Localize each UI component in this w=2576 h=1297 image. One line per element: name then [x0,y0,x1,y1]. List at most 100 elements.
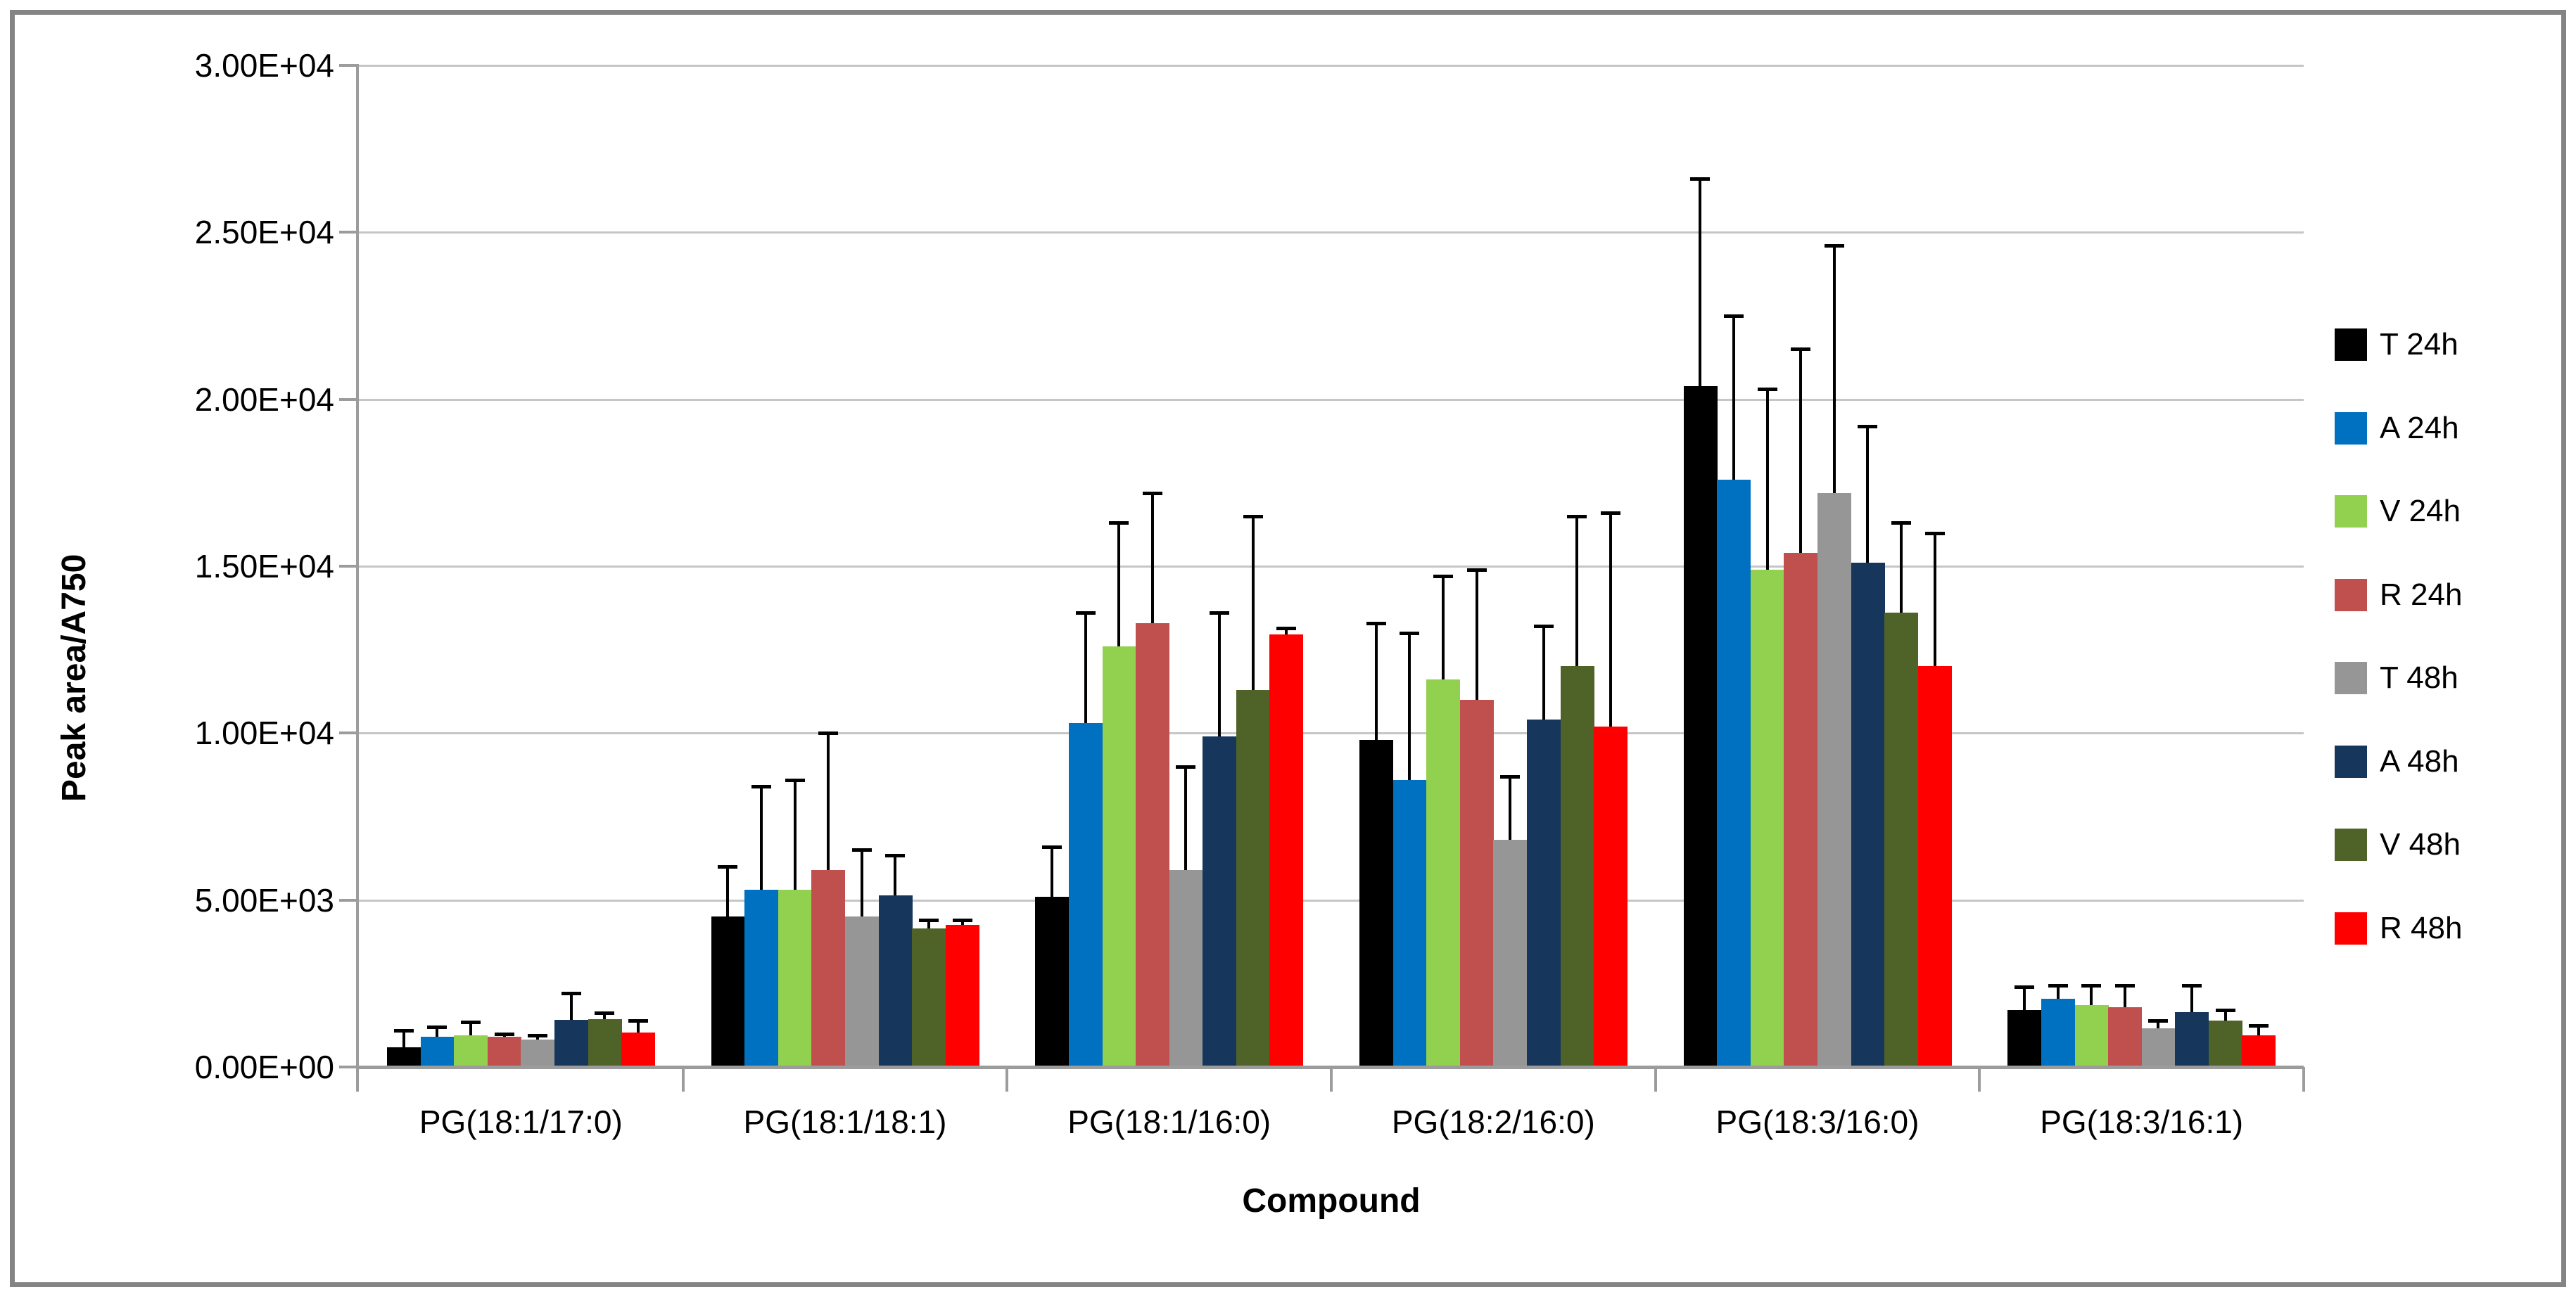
error-bar-stem [2090,985,2093,1006]
bar-T48h-6 [2141,1028,2176,1067]
error-bar-stem [1575,516,1579,667]
error-bar-cap [952,919,972,923]
error-bar-stem [1899,523,1903,613]
error-bar-stem [1374,622,1378,740]
error-bar-cap [1243,514,1263,518]
error-bar-cap [1109,521,1129,525]
error-bar-stem [2123,985,2126,1007]
bar-V24h-5 [1750,569,1784,1067]
x-tick-label: PG(18:3/16:0) [1715,1104,1920,1140]
bar-V24h-4 [1426,679,1461,1067]
legend-swatch [2335,912,2367,945]
error-bar-stem [1609,513,1612,727]
x-tick-mark [1005,1067,1009,1092]
error-bar-cap [1042,845,1062,849]
error-bar-cap [1276,626,1297,630]
bar-V48h-1 [588,1019,622,1067]
error-bar-stem [469,1021,472,1035]
legend-item-V24h: V 24h [2335,492,2560,531]
error-bar-cap [2215,1009,2235,1013]
error-bar-stem [894,855,897,895]
x-tick-label: PG(18:1/18:1) [743,1104,947,1140]
error-bar-stem [402,1030,405,1047]
legend-label: R 24h [2380,577,2463,612]
error-bar-stem [1441,576,1445,680]
gridline [359,566,2304,568]
bar-T24h-5 [1683,385,1718,1067]
error-bar-cap [2148,1018,2169,1023]
error-bar-cap [1757,388,1777,392]
bar-A48h-3 [1203,736,1237,1067]
error-bar-stem [726,867,730,917]
y-tick-label: 1.00E+04 [194,715,334,752]
bar-V48h-3 [1236,689,1270,1067]
error-bar-stem [760,786,763,890]
bar-V48h-2 [912,928,946,1067]
bar-R24h-6 [2108,1007,2143,1067]
error-bar-stem [1117,523,1121,646]
error-bar-stem [1218,613,1222,737]
x-tick-mark [1654,1067,1657,1092]
legend-item-V48h: V 48h [2335,825,2560,864]
error-bar-stem [2023,987,2026,1011]
error-bar-stem [2056,985,2060,999]
bar-T48h-1 [521,1040,555,1067]
error-bar-cap [1142,491,1162,495]
legend-item-R48h: R 48h [2335,909,2560,948]
legend-label: T 48h [2380,660,2458,695]
error-bar-cap [1075,611,1096,615]
error-bar-stem [1765,389,1769,570]
bar-A24h-1 [420,1037,455,1067]
y-tick-label: 3.00E+04 [194,47,334,84]
bar-R48h-5 [1917,666,1952,1067]
y-tick-mark [339,64,359,67]
error-bar-cap [1724,314,1744,318]
error-bar-cap [1366,621,1386,625]
legend-item-R24h: R 24h [2335,575,2560,615]
bar-A24h-3 [1068,723,1103,1067]
bar-T24h-4 [1359,739,1394,1067]
error-bar-cap [1824,244,1844,248]
x-tick-mark [1978,1067,1981,1092]
bar-A48h-1 [554,1019,588,1067]
error-bar-cap [2048,983,2068,988]
y-tick-label: 1.50E+04 [194,548,334,584]
x-tick-label: PG(18:2/16:0) [1391,1104,1595,1140]
error-bar-cap [1600,511,1620,516]
bar-T48h-2 [845,916,880,1067]
gridline [359,732,2304,735]
error-bar-stem [1509,777,1512,841]
bar-R48h-1 [621,1033,656,1067]
error-bar-cap [1924,531,1945,535]
error-bar-stem [603,1012,607,1020]
legend-label: R 48h [2380,910,2463,945]
legend-item-A24h: A 24h [2335,409,2560,448]
error-bar-cap [1176,765,1196,769]
error-bar-cap [2114,983,2135,988]
gridline [359,398,2304,401]
error-bar-stem [1542,626,1545,720]
error-bar-stem [636,1021,640,1033]
legend-label: T 24h [2380,327,2458,362]
error-bar-stem [2157,1020,2160,1029]
error-bar-cap [2015,985,2035,990]
bar-T48h-3 [1169,869,1203,1067]
error-bar-cap [785,778,805,782]
y-tick-label: 5.00E+03 [194,881,334,919]
error-bar-stem [927,920,930,928]
legend-item-T48h: T 48h [2335,658,2560,698]
bar-T24h-1 [387,1047,421,1067]
error-bar-cap [1791,347,1811,352]
legend-swatch [2335,328,2367,361]
legend-label: V 48h [2380,827,2461,862]
bar-R24h-5 [1784,553,1818,1067]
error-bar-stem [1084,613,1087,724]
error-bar-stem [793,779,797,890]
x-tick-label: PG(18:3/16:1) [2040,1104,2244,1140]
error-bar-cap [561,991,581,995]
error-bar-cap [918,919,939,923]
error-bar-cap [1466,568,1487,572]
error-bar-stem [1699,179,1702,386]
bar-V48h-5 [1884,613,1919,1067]
gridline [359,899,2304,902]
